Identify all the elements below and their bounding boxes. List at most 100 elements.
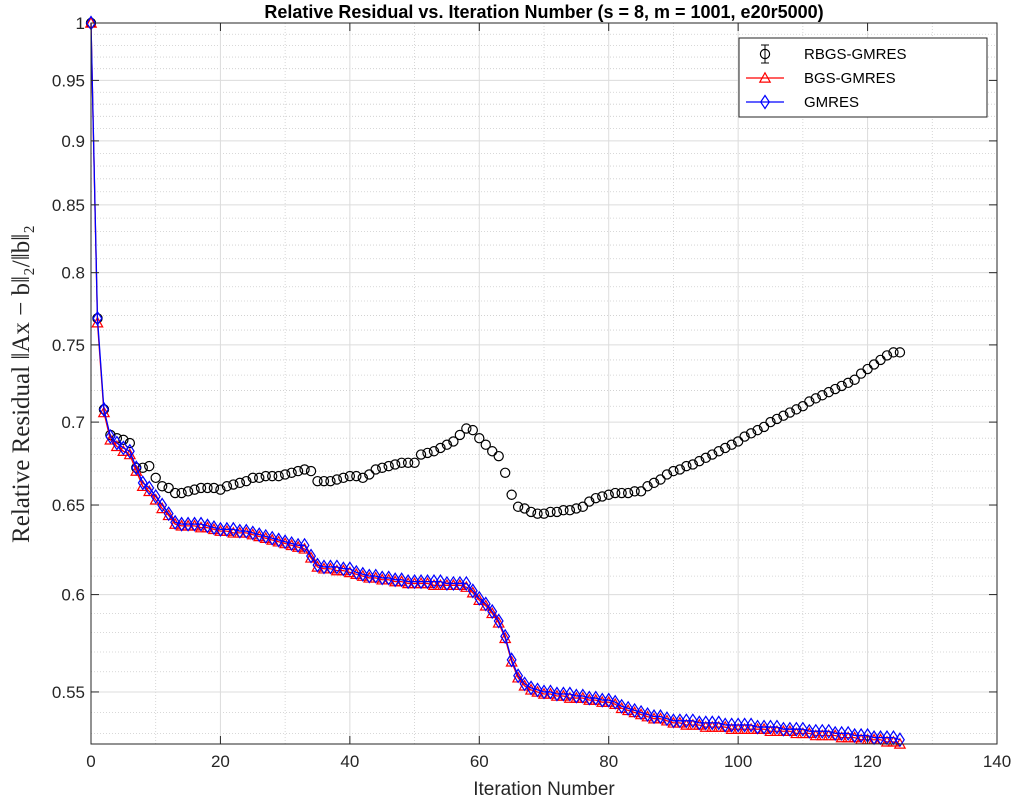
data-point-rbgs-gmres	[299, 464, 310, 475]
data-point-gmres	[681, 713, 692, 729]
y-tick-label: 1	[76, 14, 85, 33]
data-point-gmres	[228, 521, 239, 537]
data-point-gmres	[856, 727, 867, 744]
data-point-gmres	[416, 574, 427, 590]
data-point-rbgs-gmres	[474, 432, 485, 444]
y-tick-label: 0.9	[61, 132, 85, 151]
data-point-rbgs-gmres	[454, 429, 466, 441]
data-point-bgs-gmres	[706, 720, 719, 732]
data-point-rbgs-gmres	[448, 436, 459, 447]
data-point-rbgs-gmres	[635, 486, 647, 497]
data-point-gmres	[532, 682, 543, 698]
data-point-rbgs-gmres	[642, 481, 653, 492]
data-point-gmres	[150, 488, 161, 505]
data-point-rbgs-gmres	[687, 459, 699, 470]
axes-box	[90, 22, 998, 745]
data-point-gmres	[661, 711, 672, 727]
data-point-gmres	[183, 516, 194, 532]
data-point-gmres	[364, 568, 375, 584]
data-point-rbgs-gmres	[771, 413, 783, 425]
data-point-gmres	[111, 435, 122, 451]
data-point-gmres	[176, 516, 187, 532]
legend-entry-gmres: GMRES	[746, 94, 859, 111]
data-point-gmres	[467, 583, 478, 599]
data-point-gmres	[784, 721, 795, 737]
data-point-gmres	[377, 570, 388, 586]
series-rbgs-gmres	[85, 17, 906, 519]
series-gmres	[85, 15, 905, 748]
data-point-gmres	[396, 572, 407, 588]
data-point-gmres	[571, 688, 582, 704]
data-point-rbgs-gmres	[590, 492, 601, 504]
y-tick-label: 0.6	[61, 586, 85, 605]
data-point-rbgs-gmres	[357, 472, 368, 484]
data-point-gmres	[241, 523, 252, 539]
data-point-gmres	[804, 723, 815, 739]
data-point-gmres	[765, 719, 776, 735]
data-point-rbgs-gmres	[124, 437, 136, 449]
data-point-gmres	[351, 564, 362, 581]
series-layer	[84, 15, 907, 749]
data-point-gmres	[312, 557, 323, 573]
data-point-rbgs-gmres	[577, 501, 589, 512]
data-point-rbgs-gmres	[344, 470, 356, 482]
legend: RBGS-GMRES BGS-GMRES GMRES	[738, 37, 988, 118]
data-point-gmres	[564, 686, 575, 702]
data-point-rbgs-gmres	[221, 481, 233, 492]
data-point-rbgs-gmres	[312, 475, 323, 487]
data-point-gmres	[409, 574, 420, 590]
data-point-gmres	[157, 497, 168, 513]
data-point-gmres	[642, 706, 653, 723]
data-point-gmres	[830, 725, 841, 741]
data-point-gmres	[694, 715, 705, 731]
data-point-rbgs-gmres	[558, 504, 569, 516]
legend-label: RBGS-GMRES	[804, 46, 907, 63]
data-point-gmres	[131, 460, 142, 476]
data-point-rbgs-gmres	[461, 423, 472, 434]
data-point-gmres	[584, 690, 595, 706]
data-point-gmres	[195, 516, 207, 532]
data-point-rbgs-gmres	[616, 487, 627, 499]
data-point-rbgs-gmres	[720, 442, 731, 454]
data-point-gmres	[597, 692, 608, 708]
x-tick-label: 0	[86, 752, 95, 771]
x-tick-label: 120	[853, 752, 881, 771]
data-point-gmres	[519, 676, 530, 692]
data-point-gmres	[208, 520, 219, 536]
data-point-gmres	[260, 528, 271, 545]
data-point-bgs-gmres	[809, 729, 823, 741]
data-point-bgs-gmres	[725, 722, 738, 734]
data-point-rbgs-gmres	[351, 470, 362, 482]
data-point-gmres	[636, 704, 647, 721]
data-point-rbgs-gmres	[849, 374, 860, 385]
data-point-gmres	[823, 723, 834, 739]
data-point-gmres	[739, 717, 750, 733]
data-point-rbgs-gmres	[202, 482, 213, 494]
data-point-rbgs-gmres	[499, 467, 511, 478]
data-point-gmres	[441, 575, 452, 592]
data-point-rbgs-gmres	[791, 404, 802, 415]
data-point-rbgs-gmres	[525, 506, 537, 518]
data-point-rbgs-gmres	[881, 350, 893, 361]
data-point-gmres	[797, 721, 808, 737]
data-point-gmres	[700, 715, 711, 731]
data-point-bgs-gmres	[816, 729, 829, 741]
data-point-gmres	[280, 534, 291, 550]
data-point-rbgs-gmres	[377, 462, 388, 473]
data-point-rbgs-gmres	[467, 424, 479, 436]
data-point-rbgs-gmres	[402, 457, 414, 468]
data-point-rbgs-gmres	[597, 491, 608, 502]
data-point-rbgs-gmres	[267, 470, 278, 482]
data-point-gmres	[674, 713, 685, 729]
data-point-rbgs-gmres	[422, 447, 433, 459]
data-point-rbgs-gmres	[739, 431, 750, 442]
data-point-gmres	[894, 732, 905, 748]
data-point-rbgs-gmres	[415, 449, 427, 460]
data-point-rbgs-gmres	[532, 508, 543, 519]
data-point-rbgs-gmres	[681, 460, 692, 472]
data-point-gmres	[726, 717, 737, 733]
data-point-bgs-gmres	[731, 722, 745, 734]
data-point-gmres	[98, 401, 109, 417]
data-point-rbgs-gmres	[234, 477, 246, 489]
